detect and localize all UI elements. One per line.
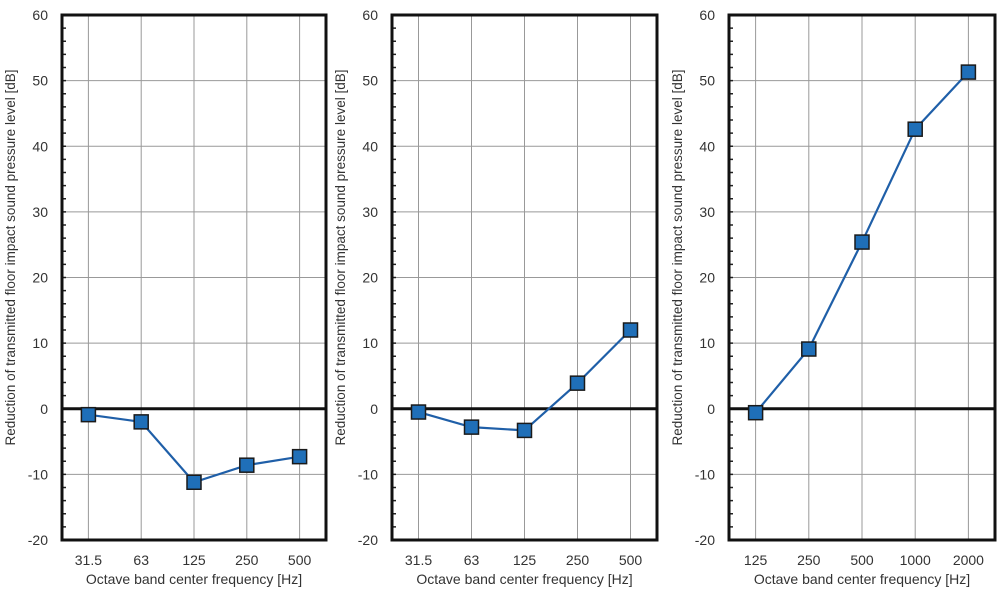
x-tick-label: 31.5	[405, 552, 432, 568]
x-tick-label: 125	[182, 552, 206, 568]
y-axis-label: Reduction of transmitted floor impact so…	[3, 70, 18, 446]
plot-frame	[727, 13, 997, 542]
y-tick-label: -10	[358, 466, 378, 482]
y-tick-label: 60	[362, 7, 378, 23]
y-tick-label: 50	[362, 73, 378, 89]
data-point	[239, 457, 255, 473]
y-tick-label: 0	[40, 401, 48, 417]
x-tick-label: 250	[235, 552, 259, 568]
y-tick-label: 0	[370, 401, 378, 417]
x-tick-label: 63	[464, 552, 480, 568]
data-point	[907, 121, 923, 137]
data-point	[960, 64, 977, 80]
x-tick-label: 250	[566, 552, 590, 568]
x-axis-label: Octave band center frequency [Hz]	[86, 571, 302, 587]
y-tick-label: 30	[32, 204, 48, 220]
data-point	[291, 448, 308, 465]
x-axis-label: Octave band center frequency [Hz]	[416, 571, 632, 587]
y-axis-label: Reduction of transmitted floor impact so…	[333, 70, 348, 446]
x-axis-label: Octave band center frequency [Hz]	[754, 571, 970, 587]
y-tick-label: -20	[695, 532, 715, 548]
y-axis-label: Reduction of transmitted floor impact so…	[670, 70, 685, 446]
data-point	[801, 341, 817, 357]
data-point	[622, 322, 639, 338]
x-tick-label: 500	[619, 552, 643, 568]
y-tick-label: 10	[699, 335, 715, 351]
y-tick-label: 40	[699, 138, 715, 154]
x-tick-label: 125	[744, 552, 768, 568]
data-point	[80, 406, 97, 423]
chart-panel-3: -20 -10 0 10 20 30 40 50 60 125 250 500 1000 2000 Octa…	[670, 7, 997, 587]
y-tick-label: 30	[362, 204, 378, 220]
x-tick-label: 250	[797, 552, 821, 568]
x-tick-label: 1000	[900, 552, 931, 568]
data-point	[186, 474, 202, 490]
data-point	[854, 234, 870, 250]
data-point	[133, 414, 149, 430]
plot-frame	[390, 13, 659, 542]
x-tick-label: 63	[133, 552, 149, 568]
y-tick-label: -20	[358, 532, 378, 548]
data-point	[747, 404, 764, 421]
data-point	[569, 375, 586, 391]
y-tick-label: 50	[699, 73, 715, 89]
x-tick-label: 31.5	[75, 552, 102, 568]
y-tick-label: 40	[362, 138, 378, 154]
data-point	[410, 404, 427, 420]
y-tick-label: 0	[707, 401, 715, 417]
x-tick-label: 500	[850, 552, 874, 568]
data-point	[463, 419, 480, 435]
y-tick-label: 10	[362, 335, 378, 351]
plot-frame	[60, 13, 328, 542]
y-tick-label: 20	[32, 270, 48, 286]
y-tick-label: -10	[695, 466, 715, 482]
y-tick-label: 50	[32, 73, 48, 89]
y-tick-label: 20	[362, 270, 378, 286]
y-tick-label: 60	[699, 7, 715, 23]
y-tick-label: -10	[28, 466, 48, 482]
y-tick-label: 10	[32, 335, 48, 351]
data-point	[516, 422, 533, 439]
x-tick-label: 500	[288, 552, 312, 568]
chart-panel-2: -20 -10 0 10 20 30 40 50 60 31.5 63 125 250 500 Octave…	[333, 7, 659, 587]
y-tick-label: -20	[28, 532, 48, 548]
x-tick-label: 2000	[953, 552, 984, 568]
y-tick-label: 40	[32, 138, 48, 154]
y-tick-label: 20	[699, 270, 715, 286]
x-tick-label: 125	[513, 552, 537, 568]
y-tick-label: 30	[699, 204, 715, 220]
y-tick-label: 60	[32, 7, 48, 23]
chart-panel-1: -20 -10 0 10 20 30 40 50 60 31.5 63 125 250 500 Octave…	[3, 7, 328, 587]
